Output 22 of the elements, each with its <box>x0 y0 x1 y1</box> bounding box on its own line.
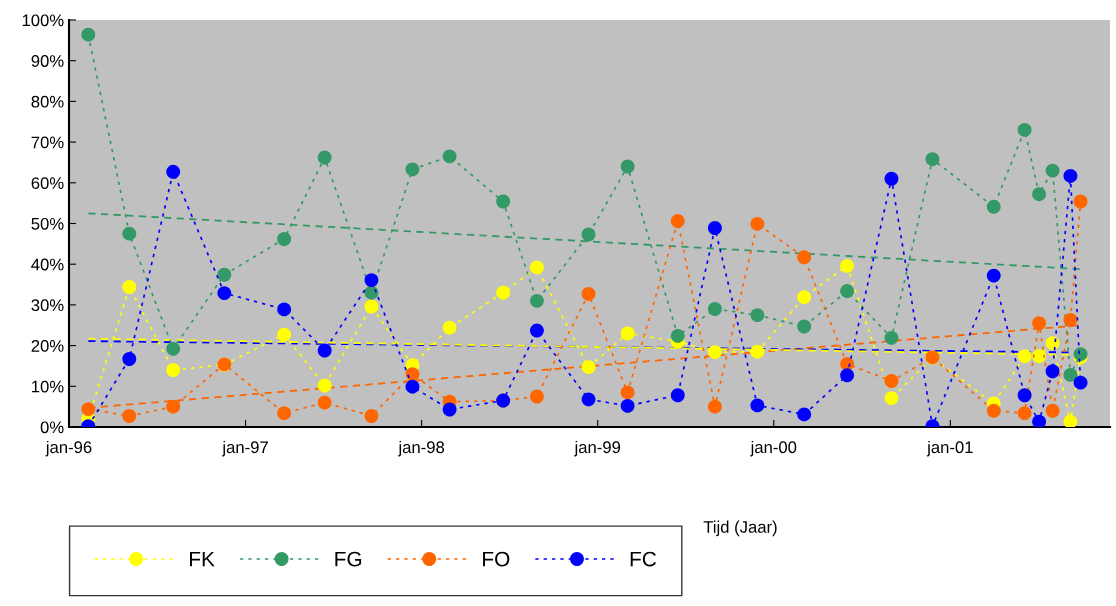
y-tick-label: 20% <box>31 340 64 352</box>
x-tick-label: jan-99 <box>574 440 621 457</box>
x-tick-label: jan-00 <box>750 440 797 457</box>
legend-label: FO <box>483 551 510 567</box>
x-tick-label: jan-98 <box>398 440 445 457</box>
x-tick-label: jan-97 <box>221 440 268 457</box>
legend-label: FC <box>630 551 657 567</box>
x-tick-label: jan-96 <box>45 440 92 457</box>
y-tick-label: 0% <box>40 421 64 434</box>
y-tick-label: 30% <box>31 299 64 312</box>
x-tick-label: jan-01 <box>926 440 973 457</box>
y-tick-label: 100% <box>22 14 64 27</box>
legend-label: FK <box>190 551 215 567</box>
legend-label: FG <box>335 551 362 567</box>
y-tick-label: 70% <box>31 136 64 149</box>
x-axis-title: Tijd (Jaar) <box>703 520 777 537</box>
y-tick-label: 60% <box>31 177 64 189</box>
y-tick-label: 50% <box>31 217 64 230</box>
y-tick-label: 10% <box>32 380 64 393</box>
y-tick-label: 80% <box>31 95 64 108</box>
y-tick-label: 90% <box>31 55 64 67</box>
y-tick-label: 40% <box>31 258 64 271</box>
